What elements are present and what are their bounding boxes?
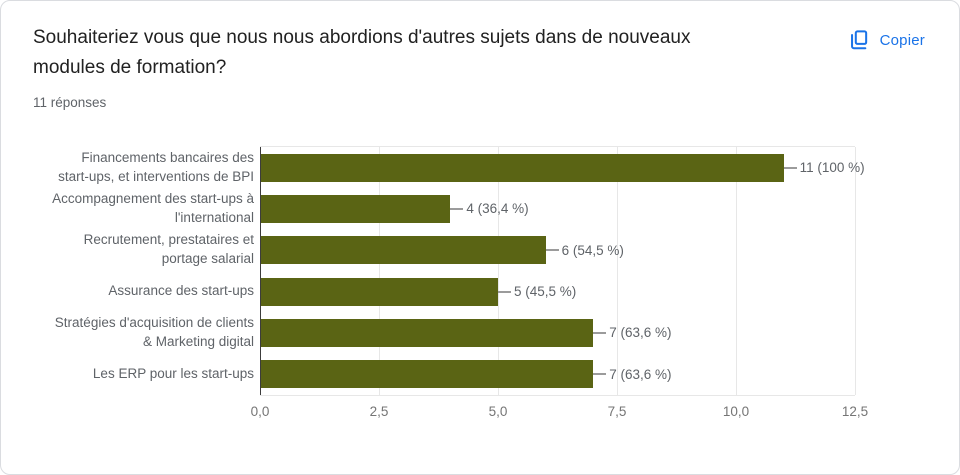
category-label: Stratégies d'acquisition de clients & Ma… <box>54 314 254 349</box>
x-tick-label: 12,5 <box>841 404 869 419</box>
category-labels: Financements bancaires des start-ups, et… <box>21 146 254 394</box>
chart-bar <box>260 236 546 265</box>
category-label: Recrutement, prestataires et portage sal… <box>83 232 254 267</box>
bar-value-label: 7 (63,6 %) <box>609 366 672 382</box>
value-connector-line <box>783 166 797 169</box>
category-label: Les ERP pour les start-ups <box>92 365 254 381</box>
bar-value-label: 7 (63,6 %) <box>609 325 672 341</box>
gridline <box>736 147 737 395</box>
value-connector-line <box>545 249 559 252</box>
value-connector-line <box>498 290 511 293</box>
bar-row: 5 (45,5 %) <box>260 271 855 312</box>
x-axis: 0,0 2,5 5,0 7,5 10,0 12,5 <box>251 404 869 424</box>
bar-value-label: 5 (45,5 %) <box>514 284 577 300</box>
value-connector-line <box>593 331 607 334</box>
x-tick-label: 7,5 <box>607 404 627 419</box>
gridline <box>498 147 499 395</box>
copy-button-label: Copier <box>879 31 925 49</box>
x-tick-label: 0,0 <box>250 404 270 419</box>
category-label: Assurance des start-ups <box>108 283 254 299</box>
plot-area: 11 (100 %) 4 (36,4 %) 6 (54,5 %) 5 (45,5 %)… <box>260 146 865 396</box>
bar-value-label: 4 (36,4 %) <box>466 201 529 217</box>
bar-row: 7 (63,6 %) <box>260 312 855 353</box>
copy-button[interactable]: Copier <box>845 25 927 55</box>
value-connector-line <box>450 207 464 210</box>
x-tick-label: 5,0 <box>488 404 508 419</box>
chart-bar <box>260 194 451 223</box>
y-axis-line <box>260 147 261 395</box>
x-tick-label: 10,0 <box>722 404 750 419</box>
chart-bar <box>260 360 594 389</box>
chart-bar <box>260 318 594 347</box>
x-tick-label: 2,5 <box>369 404 389 419</box>
copy-icon <box>847 29 869 51</box>
responses-count: 11 réponses <box>33 95 107 110</box>
question-title: Souhaiteriez vous que nous nous abordion… <box>33 27 691 78</box>
bar-row: 7 (63,6 %) <box>260 354 855 395</box>
category-label: Accompagnement des start-ups à l'interna… <box>52 190 254 225</box>
chart-bar <box>260 153 784 182</box>
category-label: Financements bancaires des start-ups, et… <box>58 149 254 184</box>
value-connector-line <box>593 373 607 376</box>
gridline <box>379 147 380 395</box>
bar-value-label: 6 (54,5 %) <box>561 242 624 258</box>
gridline <box>617 147 618 395</box>
bar-value-label: 11 (100 %) <box>799 160 865 176</box>
bar-row: 11 (100 %) <box>260 147 865 188</box>
bar-row: 6 (54,5 %) <box>260 230 855 271</box>
gridline <box>855 147 856 395</box>
chart-bar <box>260 277 498 306</box>
bar-row: 4 (36,4 %) <box>260 188 855 229</box>
